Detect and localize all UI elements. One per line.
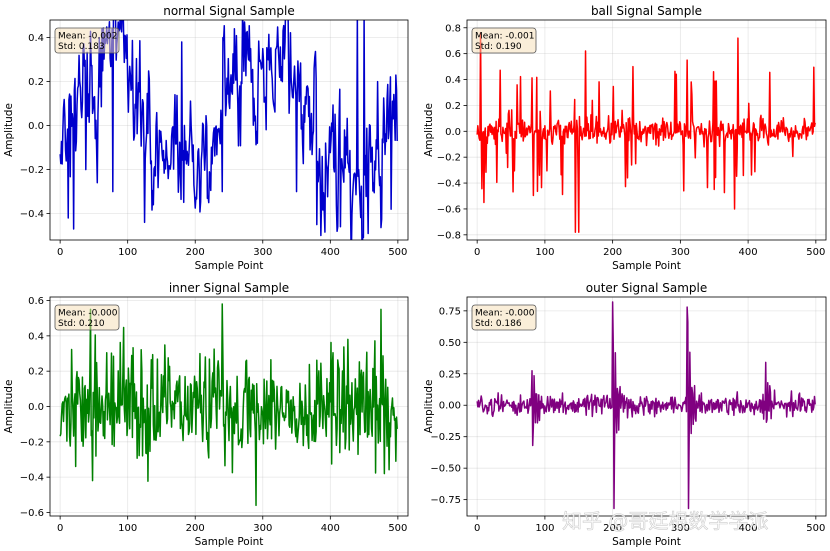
- x-tick-label: 400: [321, 247, 340, 258]
- y-tick-label: 0.6: [445, 49, 461, 60]
- x-tick-label: 400: [739, 523, 758, 534]
- x-tick-label: 300: [671, 247, 690, 258]
- stats-box: [471, 304, 537, 331]
- x-tick-label: 300: [253, 523, 272, 534]
- x-tick-label: 400: [321, 523, 340, 534]
- subplot-dense: 0 100 200 300 400 500 −0.6 −0.4 −0.2 0.0 0.2 0.4 0.6…: [3, 281, 409, 548]
- y-tick-label: −0.50: [430, 464, 461, 475]
- y-tick-label: 0.8: [445, 23, 461, 34]
- x-tick-label: 100: [535, 523, 554, 534]
- x-axis-label: Sample Point: [612, 260, 681, 272]
- x-tick-label: 300: [253, 247, 272, 258]
- x-tick-label: 300: [671, 523, 690, 534]
- y-tick-label: 0.50: [439, 338, 461, 349]
- x-tick-label: 100: [118, 523, 137, 534]
- chart-title: ball Signal Sample: [591, 4, 702, 18]
- y-tick-label: −0.6: [20, 508, 44, 519]
- y-tick-label: 0.4: [28, 331, 44, 342]
- y-tick-label: −0.2: [437, 153, 461, 164]
- y-tick-label: 0.0: [28, 402, 44, 413]
- x-axis-label: Sample Point: [195, 536, 264, 548]
- x-tick-label: 0: [474, 523, 480, 534]
- y-tick-label: −0.4: [20, 209, 44, 220]
- y-tick-label: 0.00: [439, 401, 461, 412]
- series-line: [59, 20, 398, 240]
- y-axis-label: Amplitude: [3, 380, 15, 434]
- y-tick-label: −0.4: [437, 179, 461, 190]
- y-tick-label: −0.2: [20, 437, 44, 448]
- y-tick-label: 0.4: [28, 33, 44, 44]
- y-axis-label: Amplitude: [423, 103, 435, 157]
- axes-frame: [466, 19, 827, 241]
- subplot-normal: 0 100 200 300 400 500 −0.4 −0.2 0.0 0.2 0.4 normal …: [3, 4, 409, 272]
- subplot-impulse: 0 100 200 300 400 500 −0.8 −0.6 −0.4 −0.2 0.0 0.2 0.…: [423, 4, 827, 272]
- y-tick-label: 0.6: [28, 296, 44, 307]
- stats-std: Std: 0.183: [58, 42, 105, 52]
- stats-box: [471, 27, 537, 54]
- y-tick-label: 0.0: [445, 127, 461, 138]
- x-tick-label: 200: [186, 247, 205, 258]
- x-tick-label: 500: [806, 247, 825, 258]
- stats-mean: Mean: -0.000: [58, 309, 118, 319]
- stats-box: [54, 27, 120, 54]
- stats-std: Std: 0.190: [475, 42, 522, 52]
- x-tick-label: 0: [57, 247, 63, 258]
- x-tick-label: 0: [57, 523, 63, 534]
- x-axis-label: Sample Point: [195, 260, 264, 272]
- y-tick-label: 0.4: [445, 75, 461, 86]
- y-tick-label: −0.2: [20, 165, 44, 176]
- x-tick-label: 500: [388, 523, 407, 534]
- x-tick-label: 500: [806, 523, 825, 534]
- watermark-text: 知乎 @哥廷根数学学派: [562, 509, 768, 533]
- axes-frame: [49, 19, 409, 241]
- stats-mean: Mean: -0.000: [475, 309, 535, 319]
- y-tick-label: −0.75: [430, 495, 461, 506]
- y-tick-label: −0.6: [437, 204, 461, 215]
- chart-title: inner Signal Sample: [169, 281, 289, 295]
- y-axis-label: Amplitude: [423, 380, 435, 434]
- series-line: [476, 301, 816, 510]
- x-tick-label: 0: [474, 247, 480, 258]
- y-tick-label: −0.8: [437, 230, 461, 241]
- x-tick-label: 200: [603, 523, 622, 534]
- x-tick-label: 100: [535, 247, 554, 258]
- stats-mean: Mean: -0.001: [475, 32, 534, 42]
- y-axis-label: Amplitude: [3, 103, 15, 157]
- x-tick-label: 500: [388, 247, 407, 258]
- x-tick-label: 200: [186, 523, 205, 534]
- x-tick-label: 200: [603, 247, 622, 258]
- series-line: [59, 303, 398, 507]
- x-tick-label: 100: [118, 247, 137, 258]
- chart-title: normal Signal Sample: [163, 4, 295, 18]
- subplot-bursts: 0 100 200 300 400 500 −0.75 −0.50 −0.25 0.00 0.25 0…: [423, 281, 827, 548]
- y-tick-label: 0.0: [28, 121, 44, 132]
- series-line: [476, 32, 816, 233]
- chart-title: outer Signal Sample: [586, 281, 707, 295]
- y-tick-label: 0.25: [439, 369, 461, 380]
- stats-box: [54, 304, 120, 331]
- y-tick-label: 0.2: [28, 77, 44, 88]
- stats-std: Std: 0.210: [58, 319, 105, 329]
- stats-std: Std: 0.186: [475, 319, 522, 329]
- axes-frame: [466, 296, 827, 517]
- y-tick-label: 0.2: [445, 101, 461, 112]
- y-tick-label: 0.2: [28, 367, 44, 378]
- stats-mean: Mean: -0.002: [58, 32, 117, 42]
- y-tick-label: 0.75: [439, 306, 461, 317]
- x-tick-label: 400: [739, 247, 758, 258]
- y-tick-label: −0.25: [430, 432, 461, 443]
- x-axis-label: Sample Point: [612, 536, 681, 548]
- y-tick-label: −0.4: [20, 473, 44, 484]
